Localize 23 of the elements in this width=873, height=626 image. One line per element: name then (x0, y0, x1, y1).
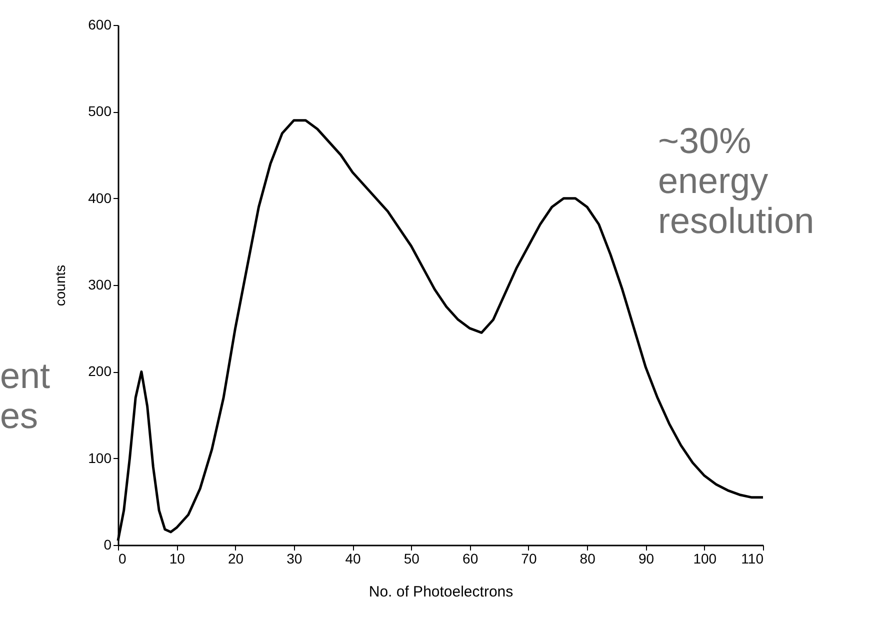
x-tick-label: 100 (693, 550, 717, 566)
x-tick-label: 10 (169, 550, 186, 566)
x-tick-label: 80 (580, 550, 596, 566)
text: ent es (0, 355, 50, 436)
y-tick-label: 600 (88, 16, 112, 32)
y-tick-label: 300 (88, 276, 112, 292)
x-tick-label: 60 (462, 550, 478, 566)
x-tick-label: 70 (521, 550, 537, 566)
x-tick-label: 40 (345, 550, 362, 566)
annotation: ~30% energy resolution (658, 120, 814, 241)
x-tick-label: 90 (638, 550, 654, 566)
y-tick-label: 200 (88, 363, 112, 380)
y-axis-title: counts (52, 264, 68, 306)
y-tick-label: 0 (104, 536, 112, 552)
y-tick-label: 100 (88, 450, 112, 466)
x-tick-label: 110 (741, 550, 764, 566)
x-tick-label: 30 (286, 550, 302, 566)
x-tick-label: 50 (404, 550, 420, 566)
x-tick-label: 0 (118, 550, 126, 566)
x-tick-label: 20 (228, 550, 244, 566)
y-tick-label: 500 (88, 103, 112, 120)
y-tick-label: 400 (88, 190, 112, 206)
x-axis-title: No. of Photoelectrons (368, 584, 514, 600)
